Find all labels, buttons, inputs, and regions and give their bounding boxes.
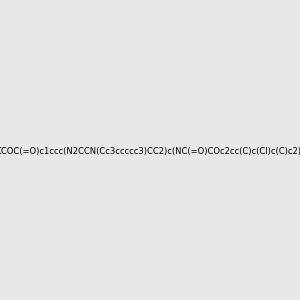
Text: CCOC(=O)c1ccc(N2CCN(Cc3ccccc3)CC2)c(NC(=O)COc2cc(C)c(Cl)c(C)c2)c1: CCOC(=O)c1ccc(N2CCN(Cc3ccccc3)CC2)c(NC(=… (0, 147, 300, 156)
